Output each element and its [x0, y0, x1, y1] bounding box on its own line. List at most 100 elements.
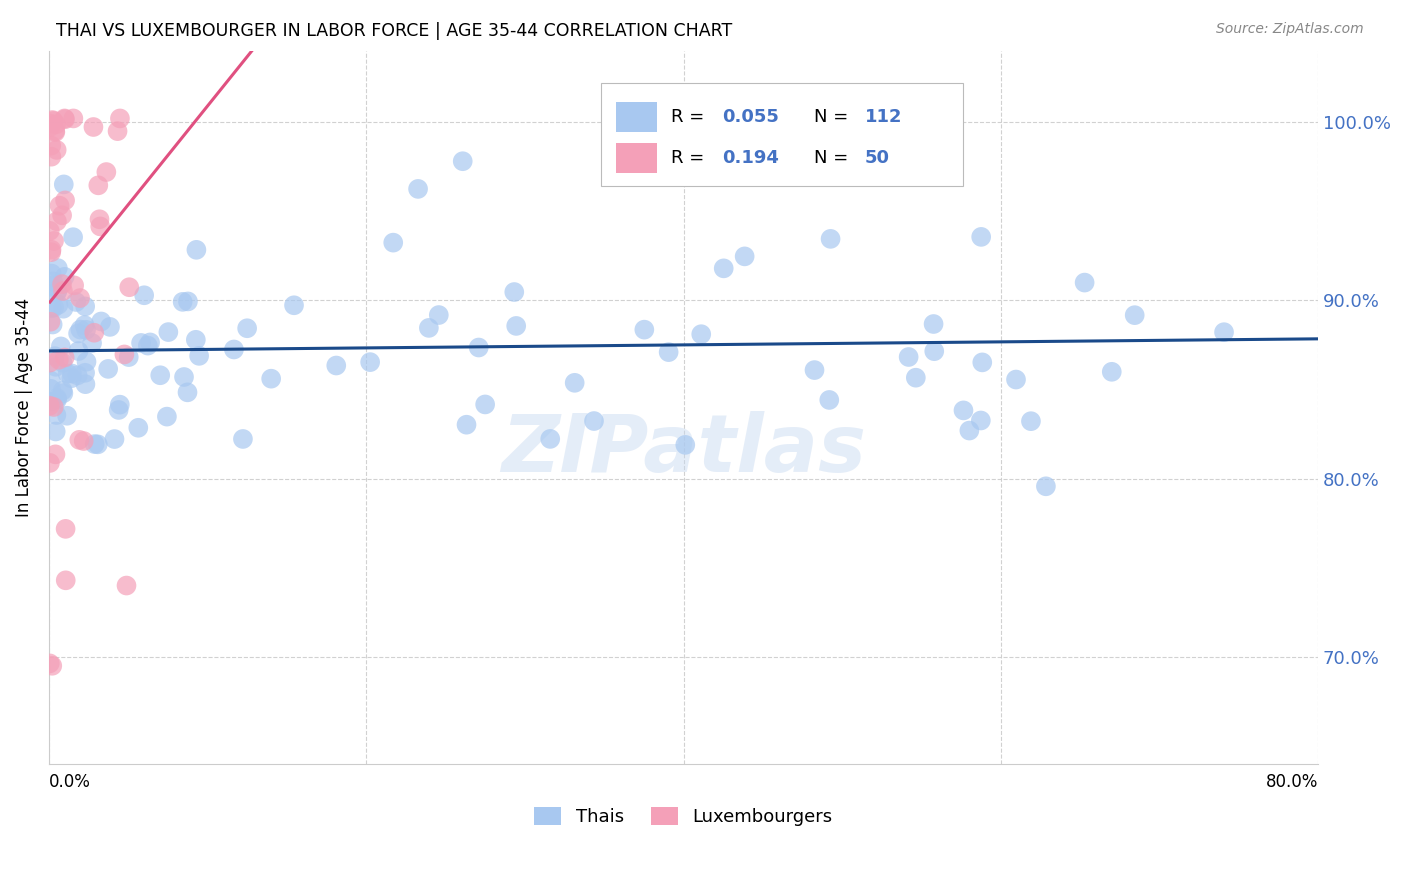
Point — [52, 386, 75, 401]
Point — [690, 327, 713, 342]
Point — [418, 321, 440, 335]
Point — [184, 333, 207, 347]
Point — [87, 437, 110, 451]
Point — [48, 298, 70, 312]
Point — [39, 456, 62, 470]
Bar — [616, 102, 657, 132]
Y-axis label: In Labor Force | Age 35-44: In Labor Force | Age 35-44 — [15, 298, 32, 516]
Point — [60, 371, 83, 385]
Point — [39, 395, 62, 409]
Point — [118, 350, 141, 364]
Point — [90, 314, 112, 328]
Point — [55, 522, 77, 536]
Point — [222, 343, 245, 357]
Point — [56, 409, 79, 423]
Point — [108, 398, 131, 412]
Text: N =: N = — [814, 108, 855, 126]
Point — [67, 433, 90, 447]
Point — [73, 434, 96, 448]
Text: Source: ZipAtlas.com: Source: ZipAtlas.com — [1216, 22, 1364, 37]
Point — [260, 372, 283, 386]
Point — [52, 301, 75, 316]
Point — [52, 178, 75, 192]
Point — [87, 178, 110, 193]
Point — [139, 335, 162, 350]
Point — [107, 403, 129, 417]
Point — [41, 113, 63, 128]
Point — [382, 235, 405, 250]
Point — [156, 409, 179, 424]
Point — [186, 243, 208, 257]
Point — [46, 283, 69, 297]
Point — [45, 285, 67, 300]
Point — [51, 277, 73, 292]
Point — [467, 341, 489, 355]
Point — [42, 400, 65, 414]
Point — [82, 120, 104, 134]
Point — [1213, 325, 1236, 339]
Point — [96, 165, 118, 179]
Point — [83, 326, 105, 340]
Point — [970, 413, 993, 427]
Point — [633, 323, 655, 337]
Point — [134, 288, 156, 302]
Point — [52, 284, 75, 298]
Point — [45, 214, 67, 228]
Point — [41, 301, 63, 316]
Point — [41, 267, 63, 281]
Point — [56, 367, 79, 381]
Point — [325, 359, 347, 373]
Point — [42, 114, 65, 128]
Point — [41, 318, 63, 332]
Point — [427, 308, 450, 322]
Point — [176, 385, 198, 400]
Point — [172, 294, 194, 309]
Point — [66, 368, 89, 383]
Point — [474, 397, 496, 411]
Point — [52, 384, 75, 398]
Point — [98, 319, 121, 334]
Point — [157, 325, 180, 339]
Point — [582, 414, 605, 428]
Point — [922, 344, 945, 359]
Point — [118, 280, 141, 294]
Point — [232, 432, 254, 446]
Point — [1035, 479, 1057, 493]
Point — [108, 112, 131, 126]
Text: N =: N = — [814, 149, 855, 167]
Point — [41, 150, 63, 164]
Point — [127, 421, 149, 435]
Point — [564, 376, 586, 390]
Point — [957, 424, 980, 438]
Text: ZIPatlas: ZIPatlas — [501, 411, 866, 489]
Point — [177, 294, 200, 309]
Point — [1073, 276, 1095, 290]
Point — [41, 658, 63, 673]
Point — [456, 417, 478, 432]
Point — [75, 377, 97, 392]
Point — [44, 301, 66, 315]
Point — [39, 138, 62, 153]
Point — [53, 351, 76, 365]
Point — [46, 391, 69, 405]
Point — [67, 344, 90, 359]
Point — [673, 438, 696, 452]
Point — [39, 374, 62, 388]
Point — [1019, 414, 1042, 428]
Point — [65, 295, 87, 310]
Point — [62, 230, 84, 244]
Point — [505, 318, 527, 333]
Point — [55, 574, 77, 588]
Point — [129, 335, 152, 350]
Point — [818, 392, 841, 407]
Point — [46, 392, 69, 407]
Text: 0.055: 0.055 — [721, 108, 779, 126]
Point — [897, 350, 920, 364]
Point — [538, 432, 561, 446]
Point — [83, 437, 105, 451]
Point — [45, 425, 67, 439]
Point — [38, 224, 60, 238]
Point — [69, 291, 91, 305]
Point — [48, 352, 70, 367]
Point — [63, 278, 86, 293]
